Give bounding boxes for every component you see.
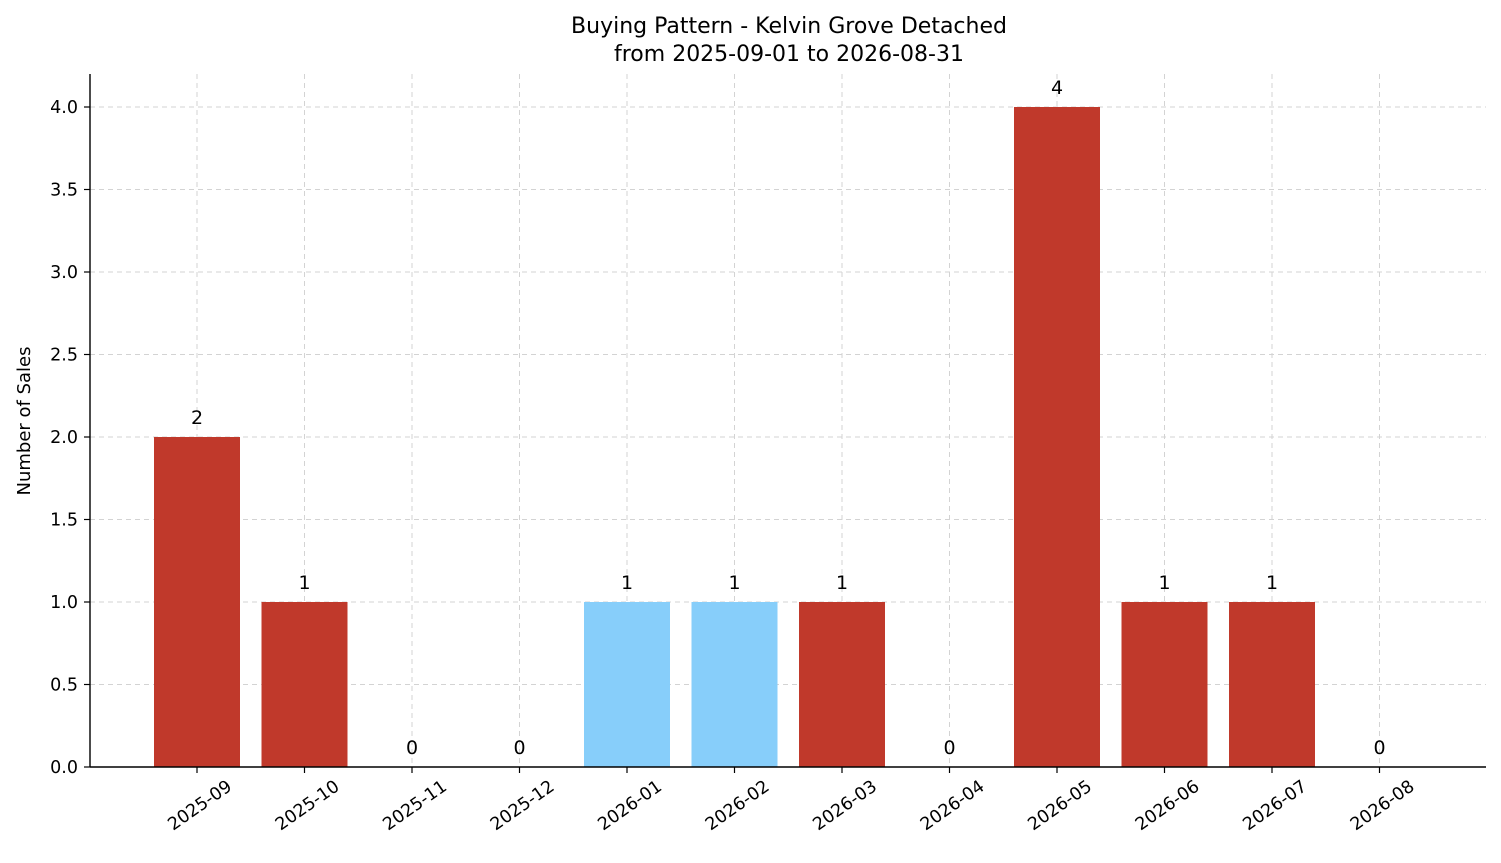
x-tick-label-2026-02: 2026-02 [702, 777, 773, 835]
bar-2026-03 [799, 602, 885, 767]
bar-2026-07 [1229, 602, 1315, 767]
value-label-2026-06: 1 [1158, 572, 1170, 594]
x-tick-label-2026-08: 2026-08 [1347, 777, 1418, 835]
value-label-2025-10: 1 [298, 572, 310, 594]
y-tick-label: 0.5 [50, 676, 78, 696]
axes [84, 74, 1486, 773]
x-tick-label-2026-05: 2026-05 [1024, 777, 1095, 835]
chart-title-line-1: Buying Pattern - Kelvin Grove Detached [571, 14, 1007, 39]
value-label-2026-01: 1 [621, 572, 633, 594]
x-tick-label-2026-03: 2026-03 [809, 777, 880, 835]
bar-2026-05 [1014, 107, 1100, 767]
y-tick-label: 2.0 [50, 428, 78, 448]
x-tick-label-2026-01: 2026-01 [594, 777, 665, 835]
y-tick-label: 2.5 [50, 346, 78, 366]
x-tick-label-2025-10: 2025-10 [272, 777, 343, 835]
y-tick-label: 3.0 [50, 263, 78, 283]
x-tick-label-2026-07: 2026-07 [1239, 777, 1310, 835]
x-tick-label-2025-12: 2025-12 [487, 777, 558, 835]
chart-title-line-2: from 2025-09-01 to 2026-08-31 [614, 42, 964, 67]
chart-title: Buying Pattern - Kelvin Grove Detached f… [571, 14, 1007, 67]
value-label-2026-07: 1 [1266, 572, 1278, 594]
y-tick-label: 0.0 [50, 758, 78, 778]
x-tick-label-2026-04: 2026-04 [917, 777, 988, 835]
value-label-2026-04: 0 [943, 737, 955, 759]
value-label-2025-11: 0 [406, 737, 418, 759]
value-label-2026-02: 1 [728, 572, 740, 594]
y-tick-label: 1.0 [50, 593, 78, 613]
bars [154, 107, 1315, 767]
value-label-2025-12: 0 [513, 737, 525, 759]
value-label-2026-05: 4 [1051, 77, 1063, 99]
value-label-2026-08: 0 [1373, 737, 1385, 759]
y-axis-label: Number of Sales [14, 346, 35, 495]
x-tick-label-2025-11: 2025-11 [379, 777, 450, 835]
value-label-2026-03: 1 [836, 572, 848, 594]
y-tick-label: 3.5 [50, 181, 78, 201]
bar-2025-09 [154, 437, 240, 767]
x-tick-label-2026-06: 2026-06 [1132, 777, 1203, 835]
y-tick-label: 4.0 [50, 98, 78, 118]
bar-2026-06 [1121, 602, 1208, 767]
value-label-2025-09: 2 [191, 407, 203, 429]
bar-2025-10 [261, 602, 348, 767]
x-tick-label-2025-09: 2025-09 [164, 777, 235, 835]
y-tick-label: 1.5 [50, 511, 78, 531]
bar-2026-01 [584, 602, 670, 767]
bar-2026-02 [691, 602, 778, 767]
